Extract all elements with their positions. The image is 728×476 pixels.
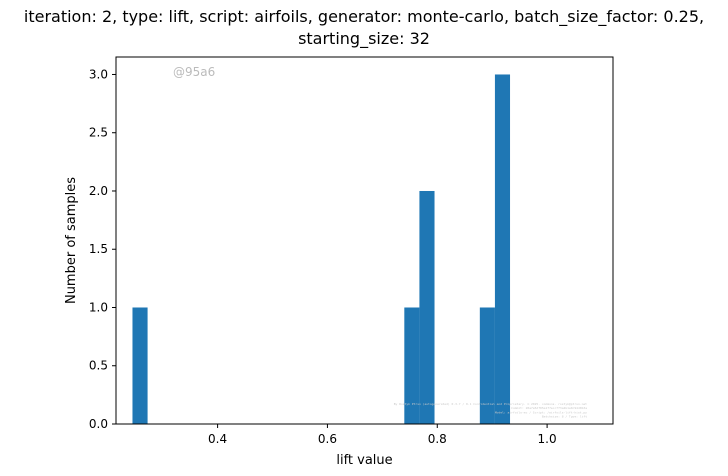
y-tick-label-3: 1.5 bbox=[89, 242, 108, 256]
histogram-bar-2 bbox=[419, 190, 435, 424]
histogram-bar-1 bbox=[404, 307, 420, 424]
footnote-block: By Rostyk Ptrsn (autogenerated) 0.3.7 / … bbox=[394, 402, 587, 419]
histogram-bar-4 bbox=[494, 74, 511, 424]
y-tick-label-0: 0.0 bbox=[89, 417, 108, 431]
x-tick-label-0: 0.4 bbox=[208, 432, 227, 446]
histogram-bar-3 bbox=[479, 307, 495, 424]
y-axis-label: Number of samples bbox=[64, 177, 79, 304]
x-tick-label-2: 0.8 bbox=[428, 432, 447, 446]
footnote-line-3: Batchsize: 8 / Type: lift bbox=[542, 415, 587, 419]
x-tick-label-3: 1.0 bbox=[538, 432, 557, 446]
y-axis-ticks: 0.0 0.5 1.0 1.5 2.0 2.5 3.0 bbox=[89, 67, 116, 431]
y-tick-label-2: 1.0 bbox=[89, 300, 108, 314]
footnote-line-2: Model: airfoils-mc / Script: /airfoils-l… bbox=[495, 410, 587, 414]
histogram-bar-0 bbox=[132, 307, 148, 424]
x-tick-label-1: 0.6 bbox=[318, 432, 337, 446]
x-axis-ticks: 0.4 0.6 0.8 1.0 bbox=[208, 424, 557, 446]
x-axis-label: lift value bbox=[336, 453, 392, 468]
y-tick-label-5: 2.5 bbox=[89, 126, 108, 140]
footnote-line-1: Commit: 20a7e5df05a1f7ecc7f3a2b1e0c94d0b… bbox=[511, 406, 587, 410]
chart-title-line-2: starting_size: 32 bbox=[298, 29, 430, 48]
y-tick-label-6: 3.0 bbox=[89, 67, 108, 81]
footnote-line-0: By Rostyk Ptrsn (autogenerated) 0.3.7 / … bbox=[394, 402, 587, 406]
chart-title-line-1: iteration: 2, type: lift, script: airfoi… bbox=[23, 7, 705, 26]
watermark-text: @95a6 bbox=[173, 65, 215, 79]
plot-frame bbox=[115, 56, 614, 425]
y-tick-label-1: 0.5 bbox=[89, 359, 108, 373]
bars-group bbox=[132, 74, 511, 424]
y-tick-label-4: 2.0 bbox=[89, 184, 108, 198]
